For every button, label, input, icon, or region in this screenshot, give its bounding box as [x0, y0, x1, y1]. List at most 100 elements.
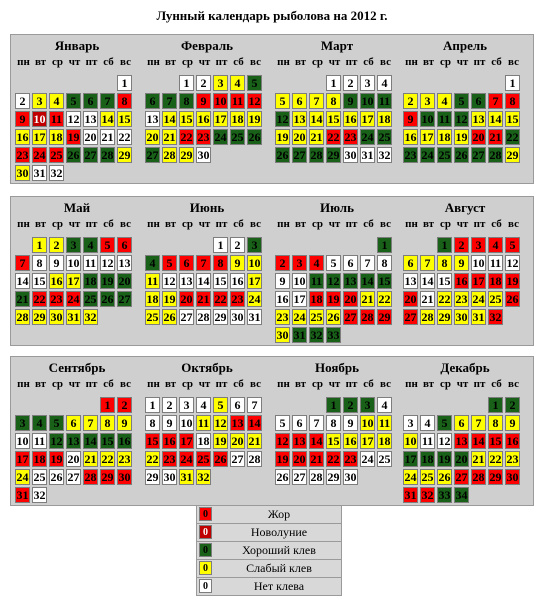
- weekday-header: пт: [345, 218, 358, 230]
- weekday-header: чт: [456, 218, 469, 230]
- day-cell: 7: [488, 93, 503, 109]
- day-cell: 8: [32, 255, 47, 271]
- day-cell: 16: [343, 111, 358, 127]
- month-name: Июль: [320, 200, 354, 215]
- weekday-header: вс: [120, 378, 131, 390]
- day-cell: 24: [179, 451, 194, 467]
- day-cell: 24: [66, 291, 81, 307]
- day-cell: 31: [15, 487, 30, 503]
- day-cell: 15: [505, 111, 520, 127]
- day-cell: 17: [360, 111, 375, 127]
- day-cell: 17: [247, 273, 262, 289]
- day-cell: 20: [343, 291, 358, 307]
- day-cell: 13: [83, 111, 98, 127]
- weekday-header: вс: [380, 218, 391, 230]
- day-cell: 1: [179, 75, 194, 91]
- day-cell: 25: [32, 469, 47, 485]
- day-cell: 20: [454, 451, 469, 467]
- day-cell: 7: [196, 255, 211, 271]
- weekday-header: вт: [164, 378, 177, 390]
- day-cell: 8: [213, 255, 228, 271]
- day-cell: 10: [360, 415, 375, 431]
- day-cell: 12: [213, 415, 228, 431]
- weekday-header: ср: [52, 378, 63, 390]
- day-cell: 26: [162, 309, 177, 325]
- day-cell: 25: [377, 451, 392, 467]
- day-cell: 19: [454, 129, 469, 145]
- day-cell: 28: [420, 309, 435, 325]
- day-cell: 23: [196, 129, 211, 145]
- day-cell: 16: [505, 433, 520, 449]
- day-cell: 30: [275, 327, 290, 343]
- weekday-header: ср: [312, 56, 323, 68]
- day-cell: 26: [213, 451, 228, 467]
- day-cell: 7: [309, 93, 324, 109]
- day-cell: 24: [213, 129, 228, 145]
- day-cell: 18: [230, 111, 245, 127]
- weekday-header: сб: [103, 378, 114, 390]
- day-cell: 27: [292, 147, 307, 163]
- day-cell: 11: [49, 111, 64, 127]
- day-cell: 11: [145, 273, 160, 289]
- weekday-header: пт: [85, 218, 98, 230]
- day-cell: 14: [83, 433, 98, 449]
- weekday-header: пт: [473, 218, 486, 230]
- day-cell: 21: [196, 291, 211, 307]
- weekday-header: чт: [456, 56, 469, 68]
- day-cell: 18: [32, 451, 47, 467]
- day-cell: 5: [437, 415, 452, 431]
- day-cell: 5: [326, 255, 341, 271]
- day-cell: 7: [247, 397, 262, 413]
- day-cell: 23: [162, 451, 177, 467]
- month-name: Сентябрь: [48, 360, 106, 375]
- day-cell: 15: [145, 433, 160, 449]
- day-cell: 16: [343, 433, 358, 449]
- day-cell: 6: [343, 255, 358, 271]
- day-cell: 24: [420, 147, 435, 163]
- day-cell: 10: [420, 111, 435, 127]
- weekday-header: вс: [250, 218, 261, 230]
- day-cell: 23: [49, 291, 64, 307]
- day-cell: 2: [343, 397, 358, 413]
- day-cell: 13: [454, 433, 469, 449]
- day-cell: 7: [309, 415, 324, 431]
- weekday-header: вс: [380, 56, 391, 68]
- weekday-header: сб: [233, 56, 244, 68]
- weekday-header: пн: [17, 378, 30, 390]
- day-cell: 9: [15, 111, 30, 127]
- day-cell: 6: [471, 93, 486, 109]
- weekday-header: чт: [328, 56, 341, 68]
- legend: 0 Жор 0 Новолуние 0 Хороший клев 0 Слабый кл…: [196, 505, 342, 596]
- day-cell: 7: [15, 255, 30, 271]
- day-cell: 30: [343, 469, 358, 485]
- day-cell: 1: [488, 397, 503, 413]
- day-cell: 21: [309, 129, 324, 145]
- day-cell: 32: [49, 165, 64, 181]
- day-cell: 25: [309, 309, 324, 325]
- day-cell: 25: [145, 309, 160, 325]
- day-cell: 12: [275, 433, 290, 449]
- day-cell: 26: [275, 469, 290, 485]
- weekday-header: вт: [34, 56, 47, 68]
- day-cell: 1: [117, 75, 132, 91]
- day-cell: 1: [145, 397, 160, 413]
- weekday-header: чт: [198, 218, 211, 230]
- day-cell: 9: [117, 415, 132, 431]
- month-name: Май: [63, 200, 91, 215]
- day-cell: 16: [454, 273, 469, 289]
- day-cell: 28: [162, 147, 177, 163]
- day-cell: 30: [196, 147, 211, 163]
- weekday-header: ср: [312, 218, 323, 230]
- day-cell: 8: [100, 415, 115, 431]
- day-cell: 13: [145, 111, 160, 127]
- day-cell: 10: [292, 273, 307, 289]
- day-cell: 4: [196, 397, 211, 413]
- day-cell: 21: [247, 433, 262, 449]
- day-cell: 15: [213, 273, 228, 289]
- day-cell: 5: [505, 237, 520, 253]
- day-cell: 27: [66, 469, 81, 485]
- day-cell: 30: [505, 469, 520, 485]
- day-cell: 15: [179, 111, 194, 127]
- day-cell: 32: [196, 469, 211, 485]
- day-cell: 10: [66, 255, 81, 271]
